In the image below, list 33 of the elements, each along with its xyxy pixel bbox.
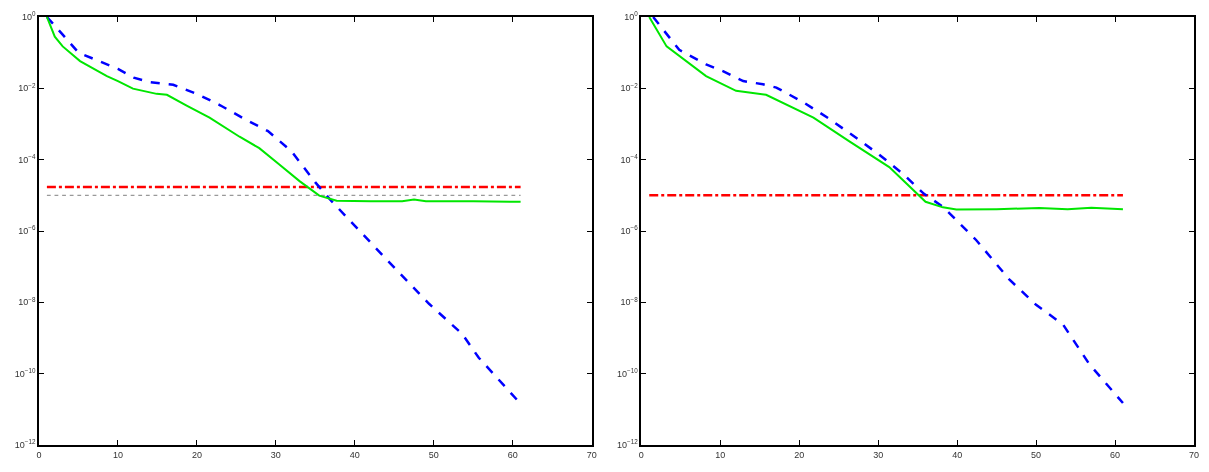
y-tick-label: 10$^{0}$ <box>21 10 36 23</box>
y-tick-label: 10$^{−12}$ <box>14 438 36 451</box>
x-tick-label: 40 <box>952 449 963 460</box>
y-tick-label: 10$^{−8}$ <box>18 295 36 308</box>
y-tick-label: 10$^{−2}$ <box>620 81 639 94</box>
y-tick-label: 10$^{−4}$ <box>620 153 639 165</box>
y-tick-label: 10$^{−8}$ <box>620 295 639 308</box>
x-tick-label: 10 <box>715 449 726 460</box>
y-tick-label: 10$^{0}$ <box>624 10 639 23</box>
x-tick-label: 30 <box>873 449 884 460</box>
x-tick-label: 60 <box>507 449 518 460</box>
y-tick-label: 10$^{−2}$ <box>18 81 36 94</box>
y-tick-label: 10$^{−4}$ <box>18 153 36 165</box>
line-series <box>648 17 1124 211</box>
x-tick-label: 50 <box>1031 449 1042 460</box>
line-series <box>651 17 1125 405</box>
x-tick-label: 20 <box>191 449 202 460</box>
x-tick-label: 70 <box>1188 449 1200 460</box>
x-tick-label: 10 <box>112 449 123 460</box>
y-tick-label: 10$^{−12}$ <box>617 438 639 451</box>
y-tick-label: 10$^{−10}$ <box>617 367 639 379</box>
x-tick-label: 50 <box>428 449 439 460</box>
line-series <box>45 17 522 203</box>
y-tick-label: 10$^{−10}$ <box>14 367 36 379</box>
x-tick-label: 60 <box>1110 449 1121 460</box>
y-tick-label: 10$^{−6}$ <box>18 224 36 237</box>
y-tick-label: 10$^{−6}$ <box>620 224 639 237</box>
x-tick-label: 0 <box>36 449 42 460</box>
x-tick-label: 70 <box>586 449 597 460</box>
x-tick-label: 20 <box>794 449 805 460</box>
x-tick-label: 0 <box>638 449 644 460</box>
x-tick-label: 40 <box>349 449 360 460</box>
x-tick-label: 30 <box>270 449 281 460</box>
